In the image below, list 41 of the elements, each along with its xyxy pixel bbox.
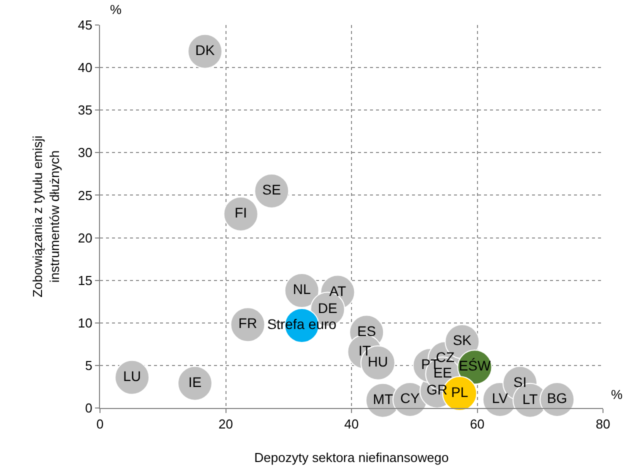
series-label: BG [546,390,568,406]
y-tick-label: 25 [78,188,92,203]
series-label: DK [195,42,216,58]
x-tick-label: 40 [344,416,359,432]
series-label: AT [329,282,347,299]
x-tick-label: 0 [96,416,104,432]
series-label: ES [357,322,376,339]
y-tick-label: 30 [78,145,92,160]
point [177,366,212,401]
series-label: LT [522,390,538,407]
y-tick-label: 45 [78,18,92,33]
series-label: SE [262,181,281,198]
series-label: CY [400,390,420,406]
x-tick-label: 80 [596,416,610,432]
series-label: FI [234,204,248,220]
x-tick-label: 20 [218,416,233,432]
y-tick-label: 20 [78,230,92,246]
y-tick-label: 0 [85,400,92,416]
point [223,196,258,232]
x-tick-label: 60 [470,416,484,432]
series-label: LU [123,368,142,384]
series-label: PL [451,384,468,400]
series-label: IE [188,374,202,390]
y-axis-title: Zobowiązania z tytułu emisji instrumentów dłużnych [30,135,62,298]
series-label: EE [433,364,452,380]
x-axis-title: Depozyty sektora niefinansowego [254,450,449,466]
text: % [110,2,122,17]
series-label: EŚW [458,358,492,374]
series-label: DE [318,300,338,316]
y-tick-label: 5 [85,358,92,373]
series-label: MT [372,390,394,407]
series-label: FR [238,315,258,332]
series-label: SK [452,332,472,348]
series-label: NL [292,281,311,298]
y-tick-label: 10 [78,315,92,330]
series-label: LV [492,390,509,406]
y-tick-label: 35 [78,102,92,118]
y-tick-label: 40 [78,60,92,76]
series-label: SI [513,374,527,390]
text: % [611,387,623,402]
y-tick-label: 15 [78,272,92,288]
